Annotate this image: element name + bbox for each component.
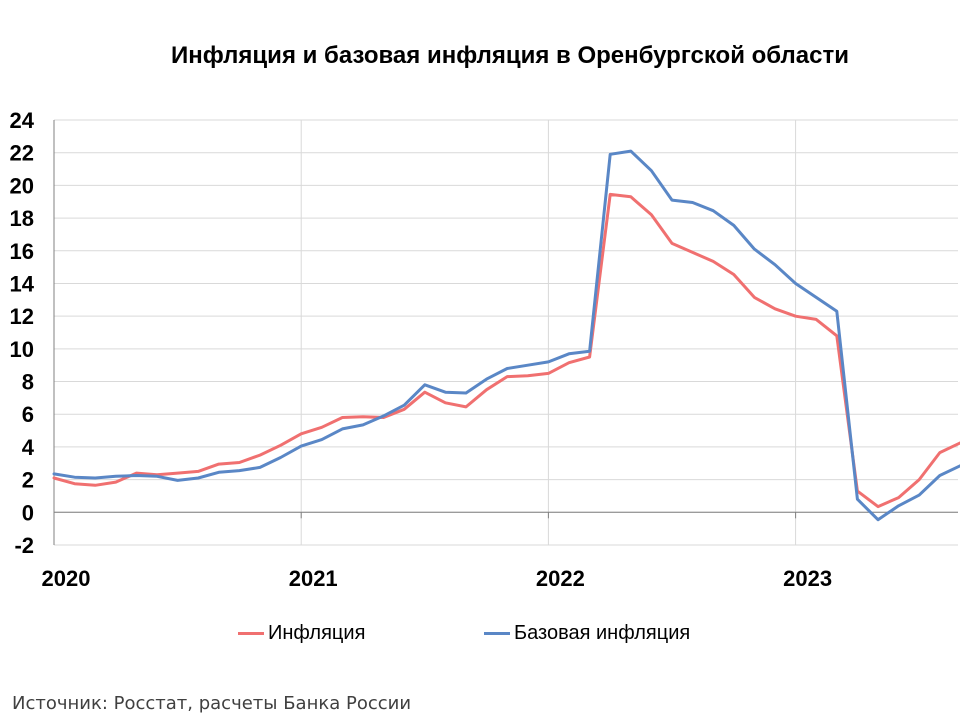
x-tick-label: 2023 <box>783 566 832 591</box>
axes <box>53 120 958 545</box>
source-note: Источник: Росстат, расчеты Банка России <box>12 693 412 714</box>
y-tick-label: 8 <box>22 370 34 395</box>
y-tick-label: 10 <box>10 337 34 362</box>
legend-label-core-inflation: Базовая инфляция <box>514 622 691 644</box>
legend-swatch-core-inflation <box>484 632 510 635</box>
legend-item-inflation: Инфляция <box>238 622 365 645</box>
y-tick-label: 2 <box>22 468 34 493</box>
y-tick-label: 20 <box>10 173 34 198</box>
y-tick-label: 24 <box>10 108 35 133</box>
y-tick-label: 6 <box>22 402 34 427</box>
legend-label-inflation: Инфляция <box>268 622 366 644</box>
series-line-inflation <box>52 192 960 509</box>
y-tick-label: 14 <box>10 271 35 296</box>
y-tick-label: -2 <box>14 533 34 558</box>
x-tick-label: 2020 <box>42 566 91 591</box>
legend: Инфляция Базовая инфляция <box>0 622 960 652</box>
x-tick-label: 2021 <box>289 566 338 591</box>
chart-title: Инфляция и базовая инфляция в Оренбургск… <box>171 42 849 69</box>
x-tick-label: 2022 <box>536 566 585 591</box>
grid-lines <box>53 119 958 546</box>
y-tick-label: 4 <box>22 435 35 460</box>
y-tick-label: 0 <box>22 500 34 525</box>
x-tick-labels: 2020 2021 2022 2023 <box>42 566 833 591</box>
y-tick-label: 18 <box>10 206 34 231</box>
y-tick-label: 16 <box>10 239 34 264</box>
series-line-core-inflation <box>52 149 960 522</box>
series-lines <box>52 149 960 522</box>
y-tick-label: 12 <box>10 304 34 329</box>
y-tick-label: 22 <box>10 141 34 166</box>
legend-item-core-inflation: Базовая инфляция <box>484 622 690 645</box>
legend-swatch-inflation <box>238 632 264 635</box>
